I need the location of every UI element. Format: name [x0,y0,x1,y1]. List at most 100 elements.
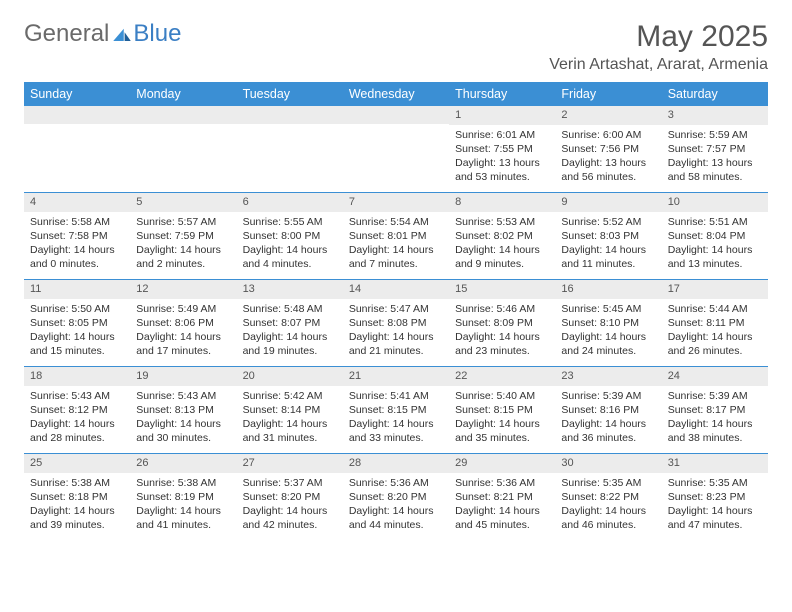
calendar-day: 7Sunrise: 5:54 AMSunset: 8:01 PMDaylight… [343,193,449,279]
daylight-text: Daylight: 14 hours and 30 minutes. [136,417,230,445]
day-body: Sunrise: 5:38 AMSunset: 8:19 PMDaylight:… [130,473,236,537]
calendar-day: 19Sunrise: 5:43 AMSunset: 8:13 PMDayligh… [130,367,236,453]
daylight-text: Daylight: 14 hours and 17 minutes. [136,330,230,358]
day-body: Sunrise: 5:47 AMSunset: 8:08 PMDaylight:… [343,299,449,363]
sunrise-text: Sunrise: 5:46 AM [455,302,549,316]
calendar-day: 29Sunrise: 5:36 AMSunset: 8:21 PMDayligh… [449,454,555,540]
daylight-text: Daylight: 14 hours and 35 minutes. [455,417,549,445]
sunrise-text: Sunrise: 5:59 AM [668,128,762,142]
daylight-text: Daylight: 14 hours and 23 minutes. [455,330,549,358]
daylight-text: Daylight: 14 hours and 9 minutes. [455,243,549,271]
calendar-day: 31Sunrise: 5:35 AMSunset: 8:23 PMDayligh… [662,454,768,540]
day-number: 26 [130,454,236,473]
daylight-text: Daylight: 13 hours and 53 minutes. [455,156,549,184]
sunrise-text: Sunrise: 5:43 AM [30,389,124,403]
day-number: 30 [555,454,661,473]
day-number-empty [343,106,449,124]
calendar-day: 24Sunrise: 5:39 AMSunset: 8:17 PMDayligh… [662,367,768,453]
calendar-day: 15Sunrise: 5:46 AMSunset: 8:09 PMDayligh… [449,280,555,366]
daylight-text: Daylight: 14 hours and 46 minutes. [561,504,655,532]
daylight-text: Daylight: 14 hours and 2 minutes. [136,243,230,271]
daylight-text: Daylight: 14 hours and 44 minutes. [349,504,443,532]
calendar-day: 14Sunrise: 5:47 AMSunset: 8:08 PMDayligh… [343,280,449,366]
day-body: Sunrise: 5:46 AMSunset: 8:09 PMDaylight:… [449,299,555,363]
sunset-text: Sunset: 8:11 PM [668,316,762,330]
sunset-text: Sunset: 8:04 PM [668,229,762,243]
day-number: 27 [237,454,343,473]
sunset-text: Sunset: 8:18 PM [30,490,124,504]
daylight-text: Daylight: 14 hours and 39 minutes. [30,504,124,532]
sunrise-text: Sunrise: 5:38 AM [30,476,124,490]
sunset-text: Sunset: 8:00 PM [243,229,337,243]
calendar-day: 6Sunrise: 5:55 AMSunset: 8:00 PMDaylight… [237,193,343,279]
month-title: May 2025 [549,20,768,54]
sunset-text: Sunset: 8:08 PM [349,316,443,330]
calendar-day: 1Sunrise: 6:01 AMSunset: 7:55 PMDaylight… [449,106,555,192]
calendar-day: 4Sunrise: 5:58 AMSunset: 7:58 PMDaylight… [24,193,130,279]
sunset-text: Sunset: 7:58 PM [30,229,124,243]
calendar-day: 3Sunrise: 5:59 AMSunset: 7:57 PMDaylight… [662,106,768,192]
day-number-empty [130,106,236,124]
day-body: Sunrise: 5:36 AMSunset: 8:20 PMDaylight:… [343,473,449,537]
day-body: Sunrise: 5:54 AMSunset: 8:01 PMDaylight:… [343,212,449,276]
day-body: Sunrise: 5:57 AMSunset: 7:59 PMDaylight:… [130,212,236,276]
day-number: 21 [343,367,449,386]
day-number: 9 [555,193,661,212]
day-body: Sunrise: 5:35 AMSunset: 8:23 PMDaylight:… [662,473,768,537]
day-body: Sunrise: 5:45 AMSunset: 8:10 PMDaylight:… [555,299,661,363]
day-body: Sunrise: 5:55 AMSunset: 8:00 PMDaylight:… [237,212,343,276]
sunrise-text: Sunrise: 5:51 AM [668,215,762,229]
sunset-text: Sunset: 8:21 PM [455,490,549,504]
header-tuesday: Tuesday [237,82,343,106]
sunrise-text: Sunrise: 5:39 AM [668,389,762,403]
sunset-text: Sunset: 8:15 PM [349,403,443,417]
sunrise-text: Sunrise: 5:36 AM [455,476,549,490]
sunrise-text: Sunrise: 5:39 AM [561,389,655,403]
calendar-day: 2Sunrise: 6:00 AMSunset: 7:56 PMDaylight… [555,106,661,192]
sunrise-text: Sunrise: 5:40 AM [455,389,549,403]
sunrise-text: Sunrise: 5:49 AM [136,302,230,316]
sunrise-text: Sunrise: 6:01 AM [455,128,549,142]
sunset-text: Sunset: 7:55 PM [455,142,549,156]
day-number: 11 [24,280,130,299]
sunset-text: Sunset: 8:06 PM [136,316,230,330]
day-body: Sunrise: 5:48 AMSunset: 8:07 PMDaylight:… [237,299,343,363]
day-number: 3 [662,106,768,125]
day-number: 23 [555,367,661,386]
daylight-text: Daylight: 14 hours and 31 minutes. [243,417,337,445]
sunrise-text: Sunrise: 5:50 AM [30,302,124,316]
calendar-week: 4Sunrise: 5:58 AMSunset: 7:58 PMDaylight… [24,192,768,279]
calendar-day: 5Sunrise: 5:57 AMSunset: 7:59 PMDaylight… [130,193,236,279]
sunrise-text: Sunrise: 5:38 AM [136,476,230,490]
sunset-text: Sunset: 8:02 PM [455,229,549,243]
sunrise-text: Sunrise: 5:48 AM [243,302,337,316]
title-block: May 2025 Verin Artashat, Ararat, Armenia [549,20,768,74]
day-number: 22 [449,367,555,386]
sunrise-text: Sunrise: 5:45 AM [561,302,655,316]
sunset-text: Sunset: 8:14 PM [243,403,337,417]
day-number: 14 [343,280,449,299]
sunset-text: Sunset: 7:59 PM [136,229,230,243]
calendar-day: 20Sunrise: 5:42 AMSunset: 8:14 PMDayligh… [237,367,343,453]
sunset-text: Sunset: 8:10 PM [561,316,655,330]
daylight-text: Daylight: 14 hours and 7 minutes. [349,243,443,271]
daylight-text: Daylight: 13 hours and 56 minutes. [561,156,655,184]
day-body: Sunrise: 5:58 AMSunset: 7:58 PMDaylight:… [24,212,130,276]
sunset-text: Sunset: 8:17 PM [668,403,762,417]
day-number-empty [24,106,130,124]
header-friday: Friday [555,82,661,106]
sunrise-text: Sunrise: 5:42 AM [243,389,337,403]
calendar-day: 26Sunrise: 5:38 AMSunset: 8:19 PMDayligh… [130,454,236,540]
day-body: Sunrise: 6:01 AMSunset: 7:55 PMDaylight:… [449,125,555,189]
day-number: 29 [449,454,555,473]
day-number: 8 [449,193,555,212]
brand-part1: General [24,20,109,48]
daylight-text: Daylight: 14 hours and 0 minutes. [30,243,124,271]
day-number: 18 [24,367,130,386]
day-body: Sunrise: 5:53 AMSunset: 8:02 PMDaylight:… [449,212,555,276]
calendar-day [237,106,343,192]
weeks-container: 1Sunrise: 6:01 AMSunset: 7:55 PMDaylight… [24,106,768,540]
day-number: 19 [130,367,236,386]
calendar-day: 21Sunrise: 5:41 AMSunset: 8:15 PMDayligh… [343,367,449,453]
calendar-day [24,106,130,192]
